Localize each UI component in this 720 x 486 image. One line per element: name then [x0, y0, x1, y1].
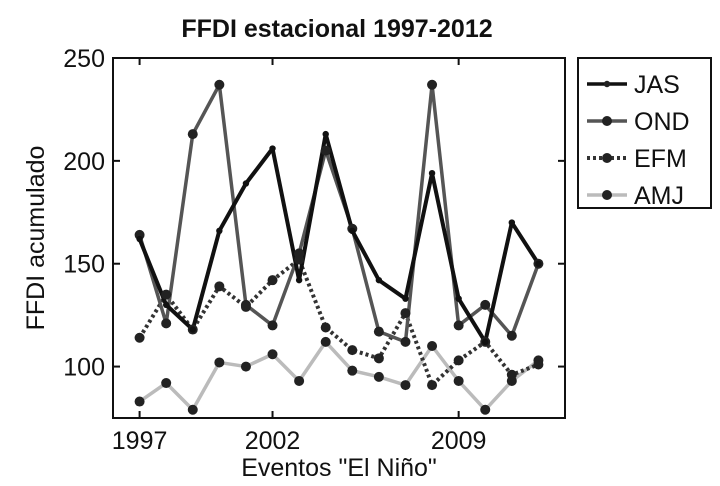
data-point-jas — [136, 235, 143, 243]
y-tick-label: 150 — [63, 251, 105, 279]
data-point-efm — [427, 380, 438, 391]
data-point-jas — [455, 295, 462, 302]
plot-area-frame — [112, 57, 566, 419]
data-point-ond — [267, 320, 278, 331]
legend-label-amj: AMJ — [634, 182, 684, 210]
y-axis-label: FFDI acumulado — [22, 146, 50, 331]
data-point-jas — [375, 276, 383, 284]
series-markers — [134, 79, 544, 415]
data-point-ond — [214, 79, 225, 90]
series-line-efm — [137, 257, 540, 388]
x-tick-label: 1997 — [112, 427, 168, 455]
data-point-efm — [506, 369, 517, 380]
data-point-amj — [187, 404, 198, 415]
x-tick-label: 2002 — [245, 427, 301, 455]
data-point-amj — [347, 365, 358, 376]
data-point-jas — [349, 227, 356, 234]
data-point-jas — [295, 276, 303, 284]
series-lines — [137, 82, 541, 412]
data-point-jas — [216, 227, 223, 234]
series-line-amj — [138, 340, 540, 412]
data-point-efm — [373, 353, 384, 364]
data-point-ond — [294, 248, 305, 259]
chart-title: FFDI estacional 1997-2012 — [181, 15, 492, 43]
data-point-jas — [189, 326, 196, 333]
y-tick-label: 250 — [63, 45, 105, 73]
data-point-ond — [427, 79, 438, 90]
data-point-amj — [134, 396, 145, 407]
data-point-amj — [320, 336, 331, 347]
data-point-efm — [214, 281, 225, 292]
data-point-amj — [453, 375, 464, 386]
data-point-ond — [240, 299, 251, 310]
y-tick-label: 100 — [63, 354, 105, 382]
data-point-efm — [533, 359, 544, 370]
data-point-efm — [320, 322, 331, 333]
data-point-ond — [453, 320, 464, 331]
data-point-ond — [161, 318, 172, 329]
data-point-jas — [428, 170, 436, 177]
data-point-efm — [453, 355, 464, 366]
y-tick-label: 200 — [63, 148, 105, 176]
data-point-amj — [161, 378, 172, 389]
data-point-efm — [400, 308, 411, 319]
data-point-ond — [320, 145, 331, 156]
data-point-jas — [162, 301, 170, 309]
data-point-efm — [267, 275, 278, 286]
data-point-jas — [508, 219, 516, 226]
x-tick-label: 2009 — [431, 427, 487, 455]
data-point-efm — [134, 332, 145, 343]
legend-marker-amj — [602, 190, 612, 200]
data-point-jas — [269, 145, 276, 152]
data-point-ond — [506, 330, 517, 341]
data-point-amj — [294, 375, 305, 386]
data-point-jas — [482, 338, 489, 346]
legend-label-jas: JAS — [634, 71, 680, 99]
data-point-ond — [373, 326, 384, 337]
data-point-jas — [322, 130, 329, 138]
legend-marker-ond — [602, 116, 612, 126]
x-axis-label: Eventos "El Niño" — [241, 454, 437, 482]
series-line-jas — [137, 132, 541, 344]
legend-label-ond: OND — [634, 108, 690, 136]
data-point-efm — [161, 289, 172, 300]
data-point-amj — [373, 371, 384, 382]
legend-marker-jas — [603, 80, 611, 88]
data-point-efm — [347, 345, 358, 356]
legend: JAS OND EFM AMJ — [577, 57, 712, 210]
data-point-amj — [214, 357, 225, 368]
data-point-amj — [267, 349, 278, 360]
data-point-ond — [400, 336, 411, 347]
data-point-amj — [240, 361, 251, 372]
data-point-amj — [427, 341, 438, 351]
data-point-ond — [480, 299, 491, 310]
data-point-jas — [402, 295, 409, 302]
axis-ticks: 100 150 200 250 1997 2002 2009 — [63, 45, 565, 455]
data-point-jas — [535, 260, 542, 267]
data-point-amj — [400, 380, 411, 391]
data-point-ond — [187, 129, 198, 140]
legend-label-efm: EFM — [634, 145, 687, 173]
legend-marker-efm — [602, 153, 612, 163]
data-point-jas — [242, 180, 250, 187]
data-point-amj — [480, 404, 491, 415]
